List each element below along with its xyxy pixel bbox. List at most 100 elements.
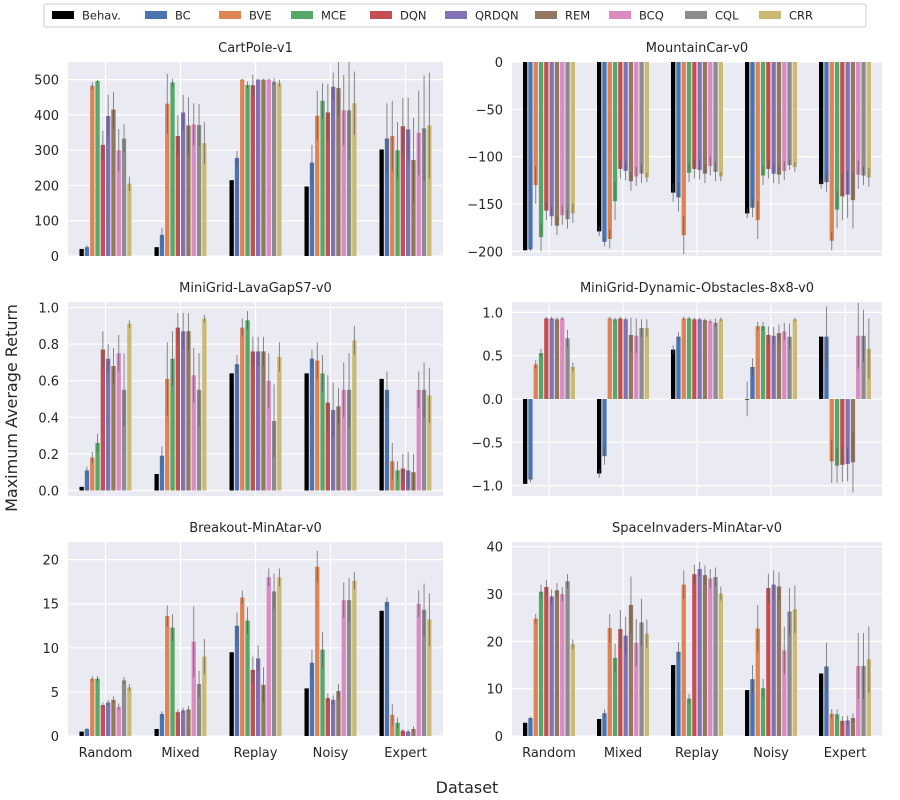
bar-mce <box>538 62 544 238</box>
bar-bve <box>90 457 95 491</box>
bar-mce <box>245 620 250 736</box>
bar-bc <box>824 336 829 399</box>
bar-qrdqn <box>106 702 111 736</box>
bar-cql <box>271 591 277 736</box>
bar-dqn <box>544 62 549 211</box>
bar-cql <box>421 389 427 491</box>
bar-bcq <box>191 124 196 256</box>
bar-crr <box>570 366 575 399</box>
bar-behav <box>671 62 676 193</box>
bar-behav <box>597 718 602 736</box>
bar-rem <box>850 62 856 201</box>
bar-bc <box>159 713 165 736</box>
bar-bve <box>755 326 760 399</box>
bar-rem <box>628 604 634 736</box>
bar-bve <box>533 364 538 399</box>
bar-cql <box>565 338 570 399</box>
bar-bve <box>829 713 834 736</box>
bar-rem <box>554 590 560 736</box>
bar-behav <box>745 690 750 736</box>
bar-crr <box>427 395 432 491</box>
bar-cql <box>639 327 644 399</box>
bar-bcq <box>634 642 639 736</box>
y-tick-label: −150 <box>467 198 503 213</box>
bar-behav <box>154 247 159 256</box>
bar-mce <box>320 649 325 736</box>
bar-dqn <box>250 669 255 736</box>
bar-bcq <box>416 603 421 736</box>
bar-rem <box>186 331 191 491</box>
bar-rem <box>336 88 341 256</box>
legend-label: BCQ <box>639 9 664 23</box>
bar-bc <box>528 718 533 736</box>
bar-bc <box>309 358 315 491</box>
bar-qrdqn <box>771 335 776 399</box>
y-tick-label: 0 <box>51 730 59 745</box>
bar-crr <box>352 103 357 256</box>
legend-swatch <box>145 11 167 19</box>
bar-behav <box>229 652 234 736</box>
bar-cql <box>196 389 202 491</box>
chart-1: MountainCar-v0 0 −50 −100 −150 −200 <box>467 41 882 260</box>
bar-bcq <box>634 335 639 399</box>
bar-behav <box>379 149 384 256</box>
legend: Behav. BC BVE MCE DQN QRDQN REM BCQ CQL CRR <box>43 3 867 28</box>
bar-bve <box>90 85 95 257</box>
bar-rem <box>850 718 856 736</box>
bar-bve <box>390 136 395 256</box>
bar-crr <box>352 580 357 736</box>
chart-0: CartPole-v1 0 100 200 300 400 500 <box>34 41 443 265</box>
bar-bc <box>750 679 755 736</box>
bar-qrdqn <box>549 62 554 217</box>
bar-bcq <box>341 600 346 736</box>
bar-dqn <box>100 705 105 736</box>
legend-label: DQN <box>400 9 427 23</box>
bar-dqn <box>618 629 623 736</box>
bar-qrdqn <box>771 62 776 174</box>
legend-entry: BCQ <box>609 9 664 23</box>
x-tick-label: Replay <box>675 746 719 761</box>
bar-bc <box>528 399 533 480</box>
bar-mce <box>538 353 544 399</box>
chart-2: MiniGrid-LavaGapS7-v0 0.0 0.2 0.4 0.6 0.8 1.0 <box>38 281 443 500</box>
bar-rem <box>111 366 116 491</box>
bar-bcq <box>116 150 121 256</box>
bar-mce <box>320 373 325 491</box>
bar-rem <box>776 586 782 736</box>
bar-bve <box>829 399 834 462</box>
bar-crr <box>644 62 649 178</box>
chart-title: MiniGrid-LavaGapS7-v0 <box>179 281 332 296</box>
bar-crr <box>866 659 871 736</box>
x-tick-label: Replay <box>234 746 278 761</box>
y-tick-label: 0.4 <box>38 411 59 426</box>
y-tick-label: 0.8 <box>38 338 59 353</box>
legend-entry: CQL <box>685 9 739 23</box>
bar-qrdqn <box>623 62 628 171</box>
bar-behav <box>304 688 309 736</box>
bar-mce <box>612 62 618 202</box>
y-tick-label: 400 <box>34 109 59 124</box>
bar-qrdqn <box>845 62 850 195</box>
bar-mce <box>395 150 400 256</box>
bar-dqn <box>766 62 771 169</box>
chart-5: SpaceInvaders-MinAtar-v0 0 10 20 30 40 Random M… <box>486 521 882 761</box>
bar-dqn <box>400 126 405 256</box>
bar-bve <box>607 318 612 399</box>
bar-bcq <box>341 389 346 491</box>
y-tick-label: 500 <box>34 74 59 89</box>
bar-mce <box>395 722 400 736</box>
chart-title: CartPole-v1 <box>218 41 293 56</box>
bar-qrdqn <box>256 351 261 491</box>
legend-swatch <box>759 11 781 19</box>
bar-cql <box>121 389 127 491</box>
bar-mce <box>320 100 325 256</box>
bar-qrdqn <box>181 710 186 736</box>
y-tick-label: 10 <box>42 642 59 657</box>
bar-bcq <box>266 380 271 491</box>
bar-bve <box>315 360 320 491</box>
bar-behav <box>523 399 528 484</box>
bar-dqn <box>692 62 697 169</box>
y-tick-label: 30 <box>486 588 503 603</box>
bar-rem <box>702 320 708 399</box>
